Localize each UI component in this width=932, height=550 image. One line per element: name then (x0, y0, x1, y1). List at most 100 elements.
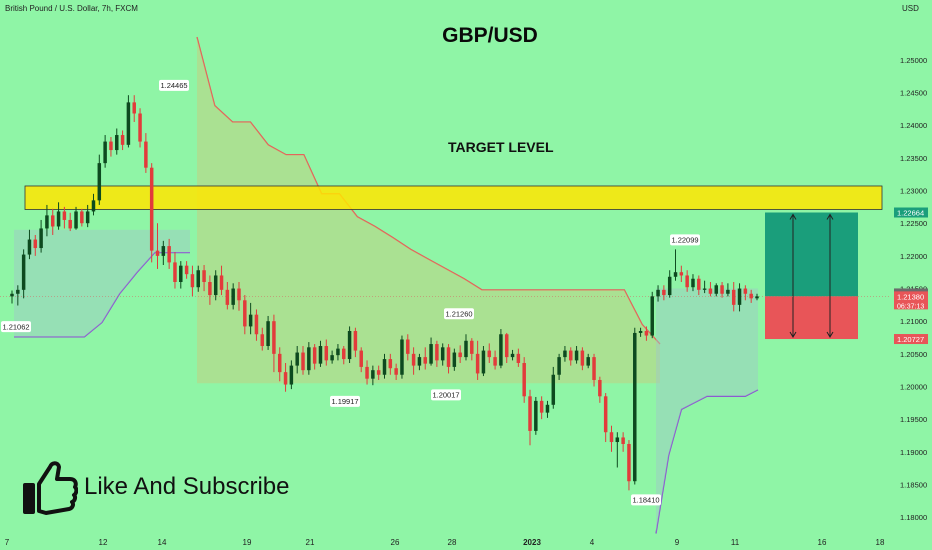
candle-bear (539, 400, 544, 413)
stop-price-tag-bg (894, 334, 928, 345)
candle-bear (359, 350, 363, 367)
candle-bear (644, 330, 649, 336)
x-tick-label: 26 (391, 538, 400, 547)
candle-bear (598, 379, 602, 397)
candle-bull (726, 289, 730, 294)
x-tick-label: 11 (731, 538, 740, 547)
candle-bull (196, 270, 200, 288)
x-tick-label: 9 (675, 538, 680, 547)
candle-bear (487, 350, 492, 358)
candle-bull (289, 365, 294, 385)
thumbs-up-icon (23, 461, 78, 515)
trail-lower-line-2 (655, 389, 759, 534)
like-subscribe-badge[interactable]: Like And Subscribe (20, 456, 289, 518)
candle-bear (470, 340, 474, 354)
candle-bull (429, 344, 433, 364)
candle-bull (440, 347, 445, 361)
price-annotation-box (431, 389, 461, 401)
trail-lower-fill-2 (656, 288, 758, 534)
candle-bull (545, 404, 550, 413)
candle-bull (97, 163, 102, 201)
y-tick-label: 1.23000 (900, 187, 927, 196)
candle-bear (167, 246, 171, 263)
candle-bear (254, 314, 259, 335)
price-annotation-box (1, 321, 31, 333)
candle-bear (190, 274, 195, 288)
candle-bear (62, 211, 67, 220)
x-tick-label: 12 (99, 538, 108, 547)
price-annotation-label: 1.19917 (331, 397, 358, 406)
candle-bull (667, 276, 672, 296)
candle-bull (115, 135, 119, 151)
price-annotation-label: 1.22099 (671, 236, 698, 245)
current-price-tag-bg (894, 291, 928, 310)
candle-bear (80, 211, 84, 224)
candle-bear (184, 265, 189, 275)
x-tick-label: 19 (243, 538, 252, 547)
candle-bear (435, 344, 439, 361)
x-tick-label: 18 (876, 538, 885, 547)
trail-lower-fill (14, 229, 190, 337)
candle-bull (638, 330, 643, 333)
y-tick-label: 1.19500 (900, 415, 927, 424)
candle-bull (650, 296, 654, 336)
stop-price-tag: 1.20727 (897, 335, 924, 344)
candle-bear (580, 350, 585, 366)
profit-zone (765, 212, 858, 297)
candle-bull (307, 347, 311, 371)
candle-bear (731, 289, 736, 305)
price-annotation-label: 1.21260 (445, 310, 472, 319)
price-annotation-box (631, 494, 661, 506)
candle-bear (592, 357, 596, 380)
stop-loss-zone (765, 296, 858, 340)
price-annotation-box (670, 234, 700, 246)
candle-bear (365, 366, 369, 379)
y-tick-label: 1.24500 (900, 89, 927, 98)
candle-bull (371, 370, 375, 379)
symbol-header: British Pound / U.S. Dollar, 7h, FXCM (5, 4, 138, 13)
candle-bear (621, 437, 625, 444)
profit-price-tag: 1.22664 (897, 209, 924, 218)
candle-bear (446, 347, 451, 367)
candle-bear (749, 293, 753, 299)
x-tick-label: 21 (306, 538, 315, 547)
candle-bear (627, 443, 631, 482)
candle-bull (633, 332, 637, 482)
candle-bull (27, 239, 32, 255)
candle-bear (312, 347, 317, 364)
trail-upper-line (196, 36, 661, 345)
candle-bear (68, 219, 72, 229)
time-axis: 7 12 14 19 21 26 28 2023 4 9 11 16 18 (5, 538, 885, 547)
profit-price-tag-bg (894, 207, 928, 218)
x-tick-label: 4 (590, 538, 595, 547)
candle-bear (219, 275, 224, 290)
candle-bull (91, 200, 96, 212)
candle-bull (534, 400, 538, 431)
candle-bull (347, 330, 352, 360)
candle-bull (481, 350, 486, 374)
x-tick-label: 16 (818, 538, 827, 547)
y-tick-label: 1.21000 (900, 317, 927, 326)
candle-bear (324, 346, 329, 361)
x-tick-label: 14 (158, 538, 167, 547)
candle-bull (295, 352, 299, 366)
candle-bull (74, 211, 78, 229)
candle-bear (283, 372, 288, 385)
candle-bear (697, 278, 701, 290)
arrow-head-down (789, 331, 797, 338)
candle-bull (161, 246, 166, 256)
candle-bear (685, 275, 689, 288)
candle-bull (330, 355, 334, 361)
candle-bear (155, 250, 160, 256)
candle-bull (737, 288, 742, 305)
candle-bull (656, 289, 660, 297)
arrow-head-down (826, 331, 834, 338)
candle-bear (720, 285, 724, 294)
candle-bear (173, 262, 177, 282)
countdown-label: 06:37:13 (897, 303, 924, 310)
y-tick-label: 1.23500 (900, 154, 927, 163)
candle-bear (138, 113, 142, 142)
candle-bear (353, 330, 358, 351)
candle-bear (516, 353, 521, 363)
